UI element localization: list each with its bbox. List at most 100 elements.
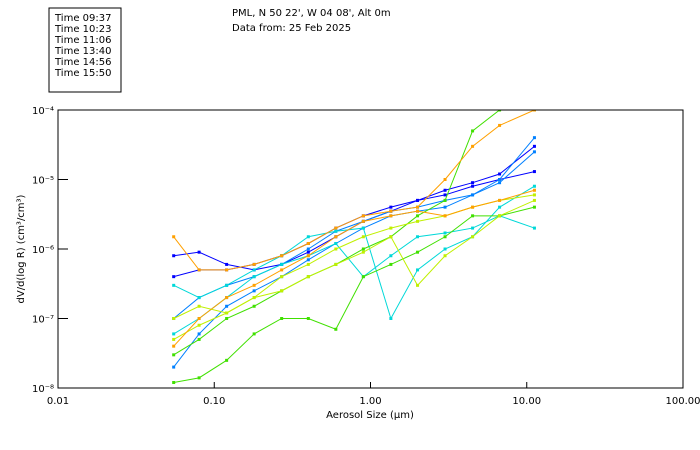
data-point: [498, 123, 502, 127]
y-tick-label: 10⁻⁸: [32, 384, 54, 395]
data-point: [334, 247, 338, 251]
data-point: [334, 327, 338, 331]
data-point: [252, 283, 256, 287]
data-point: [280, 268, 284, 272]
data-point: [361, 214, 365, 218]
data-point: [443, 231, 447, 235]
data-point: [172, 332, 176, 336]
data-point: [334, 235, 338, 239]
series-line: [173, 110, 535, 356]
data-point: [532, 144, 536, 148]
data-point: [225, 262, 229, 266]
data-point: [172, 283, 176, 287]
data-point: [443, 205, 447, 209]
data-point: [197, 268, 201, 272]
data-point: [389, 235, 393, 239]
series-line: [173, 171, 535, 271]
y-tick-label: 10⁻⁵: [32, 176, 54, 187]
plot-frame: [57, 109, 684, 389]
data-point: [306, 241, 310, 245]
data-point: [197, 296, 201, 300]
legend-box: [48, 7, 122, 93]
data-point: [172, 235, 176, 239]
data-point: [471, 214, 475, 218]
data-point: [416, 198, 420, 202]
series-line: [173, 185, 535, 320]
data-point: [172, 337, 176, 341]
data-point: [471, 184, 475, 188]
series-line: [173, 189, 535, 347]
data-point: [172, 380, 176, 384]
data-point: [389, 317, 393, 320]
data-point: [172, 365, 176, 369]
data-point: [252, 289, 256, 293]
data-point: [389, 254, 393, 258]
data-point: [361, 235, 365, 239]
data-point: [225, 311, 229, 315]
data-point: [498, 205, 502, 209]
data-point: [532, 226, 536, 230]
data-point: [306, 275, 310, 279]
x-tick-label: 0.01: [47, 396, 69, 407]
data-point: [280, 262, 284, 266]
data-point: [416, 235, 420, 239]
data-point: [498, 214, 502, 218]
legend-entry: Time 11:06: [54, 35, 111, 46]
series-line: [173, 137, 535, 368]
x-tick-label: 100.00: [666, 396, 700, 407]
data-point: [334, 229, 338, 233]
data-point: [252, 304, 256, 308]
data-point: [443, 235, 447, 239]
data-point: [252, 296, 256, 300]
data-point: [306, 247, 310, 251]
data-point: [252, 268, 256, 272]
data-point: [443, 188, 447, 192]
data-point: [172, 353, 176, 357]
data-point: [389, 226, 393, 230]
x-tick-label: 1.00: [359, 396, 381, 407]
y-axis-label: dV/d(log R) (cm³/cm³): [16, 194, 27, 303]
data-point: [252, 262, 256, 266]
data-point: [471, 226, 475, 230]
data-point: [361, 247, 365, 251]
data-point: [416, 268, 420, 272]
data-point: [361, 219, 365, 223]
y-tick-label: 10⁻⁴: [32, 106, 54, 117]
x-axis-label: Aerosol Size (µm): [326, 410, 414, 421]
data-point: [197, 332, 201, 336]
data-point: [197, 317, 201, 320]
data-point: [443, 214, 447, 218]
series-lines: [172, 110, 536, 384]
data-point: [197, 304, 201, 308]
data-point: [334, 226, 338, 230]
x-tick-label: 10.00: [512, 396, 541, 407]
data-point: [389, 209, 393, 213]
data-point: [389, 262, 393, 266]
legend-entry: Time 10:23: [54, 24, 111, 35]
data-point: [443, 198, 447, 202]
data-point: [197, 376, 201, 380]
legend-entry: Time 13:40: [54, 46, 111, 57]
data-point: [334, 262, 338, 266]
data-point: [471, 193, 475, 197]
data-point: [416, 209, 420, 213]
data-point: [471, 181, 475, 185]
data-point: [532, 198, 536, 202]
data-point: [280, 317, 284, 320]
data-point: [416, 214, 420, 218]
data-point: [197, 323, 201, 327]
data-point: [416, 250, 420, 254]
data-point: [443, 247, 447, 251]
y-tick-label: 10⁻⁷: [32, 315, 54, 326]
data-point: [280, 275, 284, 279]
data-point: [280, 289, 284, 293]
data-point: [532, 150, 536, 154]
data-point: [306, 262, 310, 266]
data-point: [172, 275, 176, 279]
data-point: [252, 275, 256, 279]
data-point: [416, 205, 420, 209]
data-point: [225, 268, 229, 272]
data-point: [225, 317, 229, 320]
data-point: [443, 254, 447, 258]
